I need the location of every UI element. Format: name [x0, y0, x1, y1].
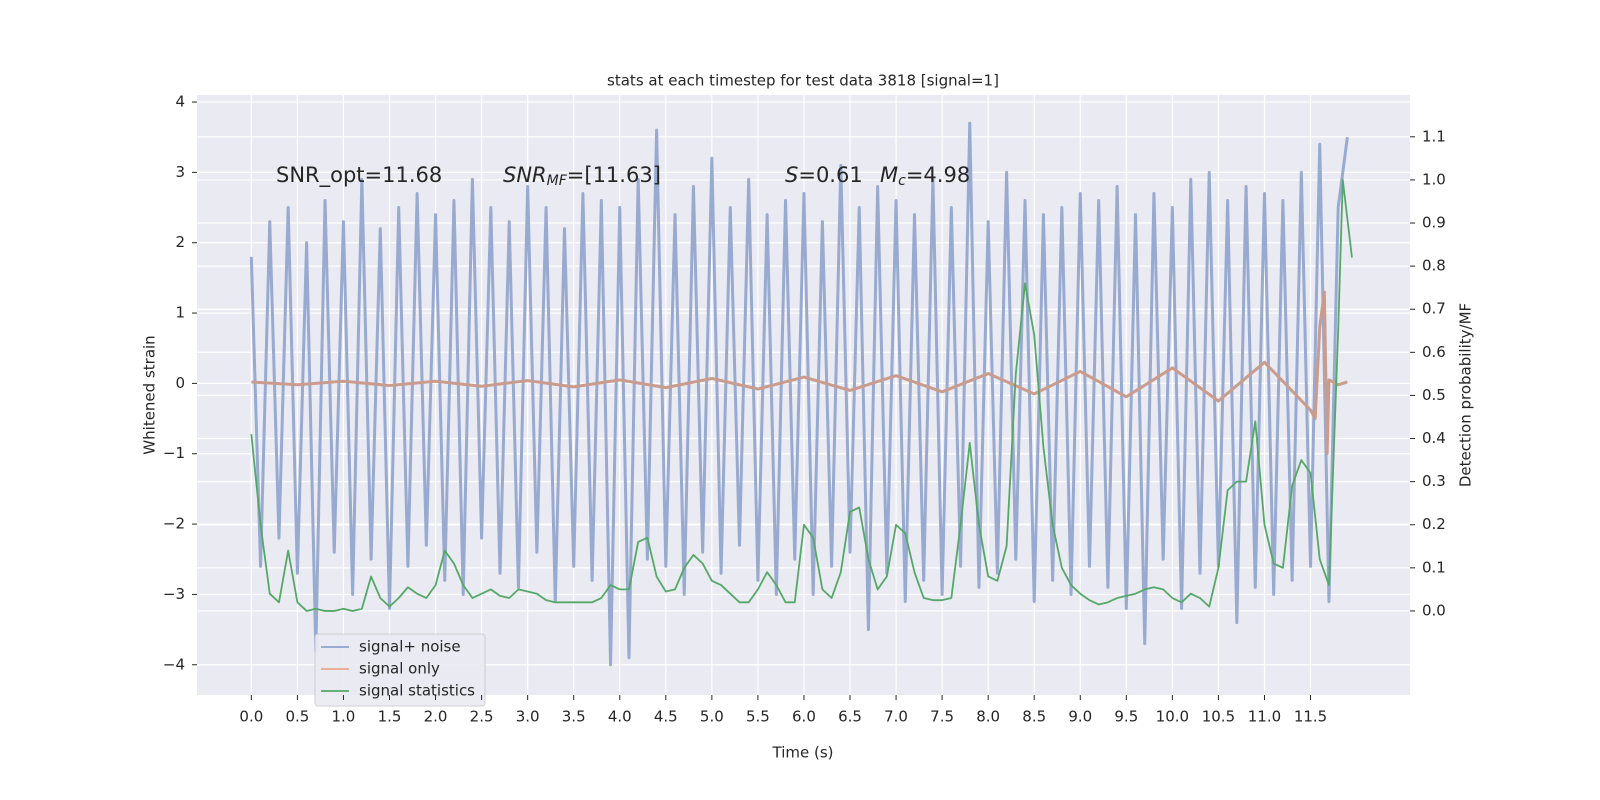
x-tick-label: 8.5 — [1022, 708, 1046, 726]
x-tick-label: 11.0 — [1248, 708, 1281, 726]
x-tick-label: 0.0 — [239, 708, 263, 726]
x-tick-label: 1.0 — [332, 708, 356, 726]
y2-tick-label: 0.4 — [1422, 429, 1446, 447]
series-line — [249, 121, 1349, 667]
y-tick-label: 1 — [175, 304, 185, 322]
y2-axis-label: Detection probability/MF — [1457, 303, 1475, 487]
y-axis-label: Whitened strain — [141, 335, 159, 454]
y2-tick-label: 1.1 — [1422, 127, 1446, 145]
y-tick-label: 2 — [175, 233, 185, 251]
annotation: SNR_opt=11.68 — [276, 163, 442, 188]
legend-label: signal statistics — [359, 682, 475, 700]
legend-label: signal only — [359, 660, 440, 678]
x-tick-label: 5.0 — [700, 708, 724, 726]
legend-box — [314, 633, 486, 707]
annotation-symbol: S — [785, 163, 798, 187]
x-axis-label: Time (s) — [772, 744, 834, 762]
y2-tick-label: 0.3 — [1422, 472, 1446, 490]
y2-tick-label: 0.7 — [1422, 300, 1446, 318]
series-line — [251, 290, 1348, 456]
y2-tick-label: 0.2 — [1422, 515, 1446, 533]
x-tick-label: 4.5 — [654, 708, 678, 726]
x-tick-label: 6.0 — [792, 708, 816, 726]
annotation-value: =[11.63] — [567, 163, 661, 187]
annotation: Mc=4.98 — [880, 163, 970, 189]
x-tick-label: 6.5 — [838, 708, 862, 726]
y2-tick-label: 0.9 — [1422, 214, 1446, 232]
y2-tick-label: 0.5 — [1422, 386, 1446, 404]
x-tick-label: 11.5 — [1294, 708, 1327, 726]
y-tick-label: 4 — [175, 93, 185, 111]
y-tick-label: −3 — [163, 585, 185, 603]
annotation-value: =4.98 — [906, 163, 970, 187]
y2-tick-label: 0.8 — [1422, 257, 1446, 275]
x-tick-label: 7.5 — [930, 708, 954, 726]
x-tick-label: 5.5 — [746, 708, 770, 726]
y2-tick-label: 0.6 — [1422, 343, 1446, 361]
x-tick-label: 0.5 — [285, 708, 309, 726]
chart-title: stats at each timestep for test data 381… — [607, 72, 999, 90]
x-tick-label: 7.0 — [884, 708, 908, 726]
x-tick-label: 2.0 — [424, 708, 448, 726]
annotation-subscript: c — [898, 173, 906, 189]
x-tick-label: 1.5 — [378, 708, 402, 726]
x-tick-label: 9.5 — [1114, 708, 1138, 726]
annotation-subscript: MF — [547, 173, 568, 189]
annotation: SNRMF=[11.63] — [503, 163, 661, 189]
x-tick-label: 10.0 — [1156, 708, 1189, 726]
annotation: S=0.61 — [785, 163, 863, 187]
y-tick-label: −4 — [163, 655, 185, 673]
y-tick-label: 0 — [175, 374, 185, 392]
x-tick-label: 8.0 — [976, 708, 1000, 726]
x-tick-label: 3.5 — [562, 708, 586, 726]
y2-tick-label: 1.0 — [1422, 170, 1446, 188]
x-tick-label: 4.0 — [608, 708, 632, 726]
annotation-symbol: M — [880, 163, 898, 187]
x-tick-label: 2.5 — [470, 708, 494, 726]
y-tick-label: −2 — [163, 515, 185, 533]
y2-tick-label: 0.0 — [1422, 601, 1446, 619]
marks — [249, 121, 1353, 667]
annotation-symbol: SNR — [503, 163, 547, 187]
y-tick-label: 3 — [175, 163, 185, 181]
x-tick-label: 3.0 — [516, 708, 540, 726]
annotation-value: =0.61 — [798, 163, 862, 187]
y2-tick-label: 0.1 — [1422, 558, 1446, 576]
x-tick-label: 10.5 — [1202, 708, 1235, 726]
x-tick-label: 9.0 — [1068, 708, 1092, 726]
legend: signal+ noise signal only signal statistic… — [314, 633, 486, 707]
y-tick-label: −1 — [163, 444, 185, 462]
legend-label: signal+ noise — [359, 638, 461, 656]
series-line — [250, 179, 1353, 612]
